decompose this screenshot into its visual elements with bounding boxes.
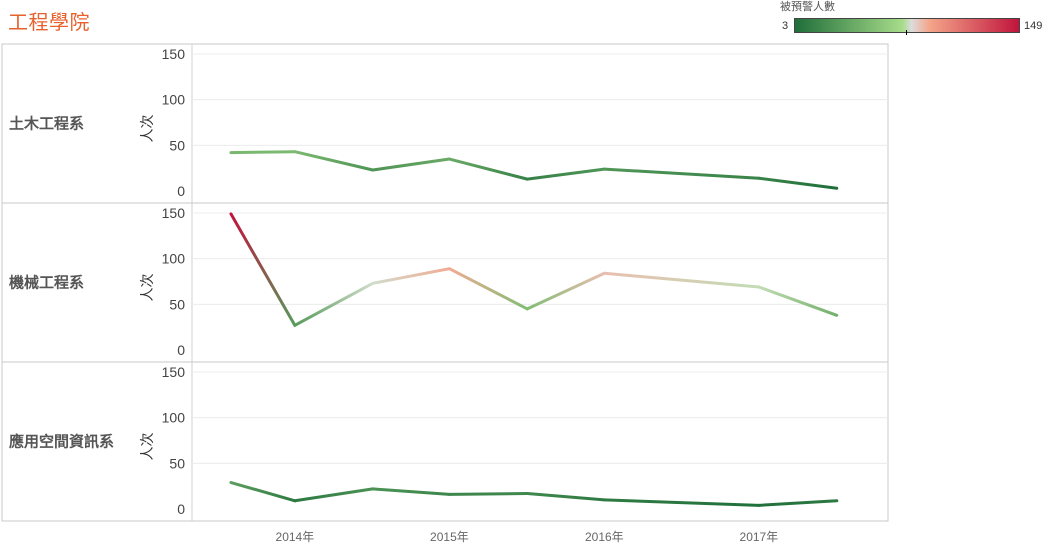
- y-tick-label: 100: [162, 92, 186, 108]
- line-segment[interactable]: [447, 267, 529, 311]
- y-tick-label: 50: [169, 455, 185, 471]
- y-tick-label: 100: [162, 410, 186, 426]
- panel-frame: [1, 202, 889, 363]
- legend-marker: [906, 30, 907, 35]
- line-segment[interactable]: [371, 157, 451, 172]
- line-segment[interactable]: [757, 499, 839, 507]
- line-segment[interactable]: [757, 176, 839, 190]
- line-segment[interactable]: [525, 167, 606, 181]
- y-tick-label: 50: [169, 137, 185, 153]
- y-axis-title: 人次: [140, 433, 156, 461]
- line-segment[interactable]: [447, 491, 529, 496]
- y-tick-label: 150: [162, 46, 186, 62]
- y-axis-title: 人次: [140, 274, 156, 302]
- line-segment[interactable]: [293, 150, 375, 172]
- line-segment[interactable]: [371, 487, 451, 496]
- line-segment[interactable]: [602, 498, 761, 507]
- line-segment[interactable]: [371, 267, 451, 285]
- panel-label: 應用空間資訊系: [9, 433, 114, 451]
- line-segment[interactable]: [525, 271, 606, 311]
- y-tick-label: 50: [169, 296, 185, 312]
- line-segment[interactable]: [602, 271, 761, 289]
- x-axis: 2014年 2015年 2016年 2017年: [276, 530, 779, 544]
- y-tick-label: 0: [177, 342, 185, 358]
- x-tick-label: 2017年: [740, 530, 779, 544]
- legend-min-label: 3: [782, 20, 789, 32]
- panel-1: 0 50 100 150 機械工程系 人次: [1, 202, 889, 363]
- legend-title: 被預警人數: [780, 1, 835, 13]
- panel-label: 機械工程系: [9, 274, 84, 292]
- y-tick-label: 0: [177, 183, 185, 199]
- line-segment[interactable]: [229, 150, 297, 155]
- x-tick-label: 2015年: [430, 530, 469, 544]
- page-title: 工程學院: [8, 12, 90, 34]
- line-segment[interactable]: [757, 285, 839, 317]
- panel-2: 0 50 100 150 應用空間資訊系 人次: [1, 361, 889, 522]
- panel-0: 0 50 100 150 土木工程系 人次: [1, 43, 889, 204]
- panel-frame: [1, 361, 889, 522]
- legend-max-label: 149: [1024, 20, 1043, 32]
- x-tick-label: 2016年: [585, 530, 624, 544]
- y-tick-label: 0: [177, 501, 185, 517]
- line-segment[interactable]: [293, 487, 375, 503]
- panel-label: 土木工程系: [9, 115, 84, 133]
- color-legend[interactable]: 被預警人數 3 149: [778, 0, 1050, 40]
- line-segment[interactable]: [293, 281, 375, 327]
- legend-gradient-bar: [794, 18, 1020, 33]
- y-tick-label: 100: [162, 251, 186, 267]
- y-tick-label: 150: [162, 205, 186, 221]
- y-axis-title: 人次: [140, 115, 156, 143]
- line-segment[interactable]: [229, 481, 297, 503]
- line-segment[interactable]: [602, 167, 761, 180]
- line-segment[interactable]: [525, 491, 606, 502]
- line-segment[interactable]: [447, 157, 529, 181]
- y-tick-label: 150: [162, 364, 186, 380]
- x-tick-label: 2014年: [276, 530, 315, 544]
- line-segment[interactable]: [229, 212, 297, 327]
